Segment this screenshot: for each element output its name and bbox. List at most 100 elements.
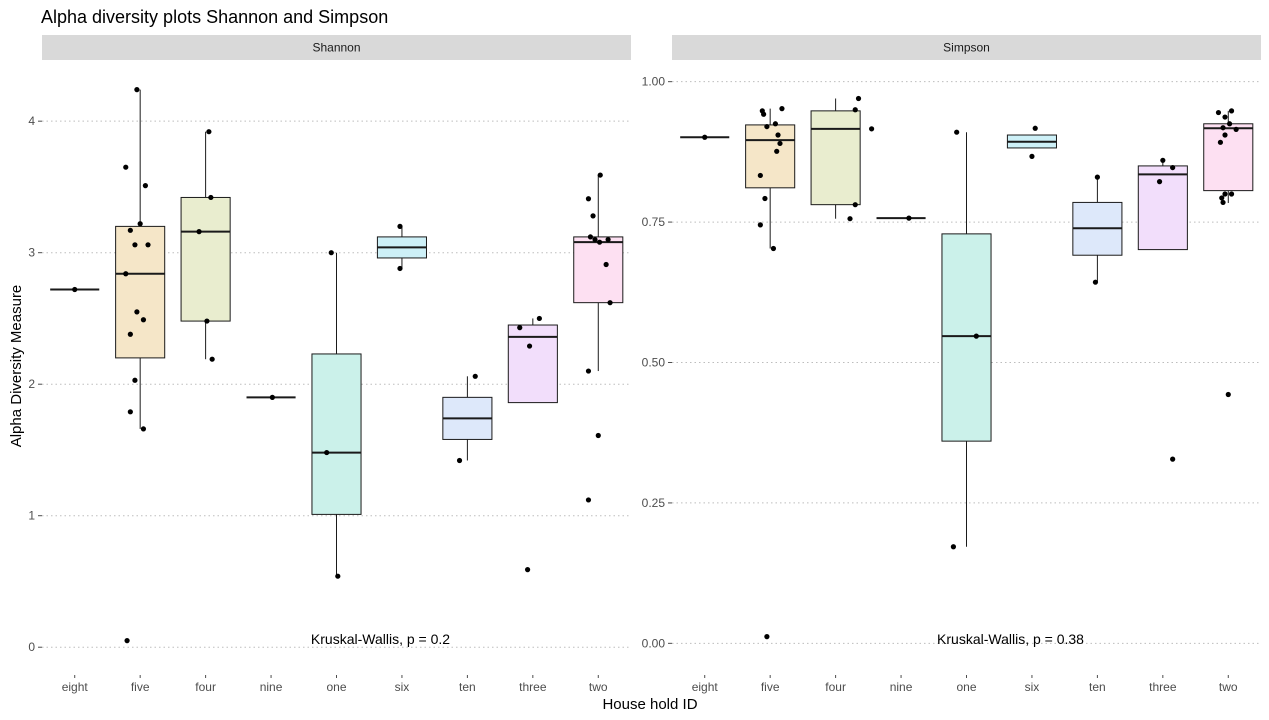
data-point-five xyxy=(137,221,143,227)
x-tick-label: three xyxy=(519,680,547,694)
data-point-five xyxy=(757,172,763,179)
y-tick-label: 0.75 xyxy=(642,215,666,229)
data-point-two xyxy=(585,196,592,202)
data-point-five xyxy=(761,111,767,117)
x-tick-label: five xyxy=(761,680,780,694)
data-point-ten xyxy=(1092,279,1099,285)
x-axis-title: House hold ID xyxy=(602,696,697,713)
data-point-two xyxy=(587,234,594,240)
box-six xyxy=(376,226,427,269)
data-point-four xyxy=(204,318,210,324)
facet-strip xyxy=(42,35,631,60)
data-point-two xyxy=(1215,109,1222,116)
kruskal-wallis-annotation: Kruskal-Wallis, p = 0.2 xyxy=(311,631,450,647)
data-point-two xyxy=(1225,391,1231,398)
y-tick-label: 0.50 xyxy=(642,356,666,370)
y-tick-label: 3 xyxy=(28,246,35,260)
box-body xyxy=(1137,165,1188,251)
data-point-four xyxy=(869,126,875,132)
data-point-two xyxy=(1222,132,1228,138)
data-point-four xyxy=(196,229,202,235)
data-point-four xyxy=(208,194,214,201)
x-tick-label: ten xyxy=(459,680,476,694)
facet-strip-label: Simpson xyxy=(943,41,990,55)
data-point-ten xyxy=(456,457,463,464)
x-tick-label: eight xyxy=(62,680,89,694)
data-point-five xyxy=(757,222,763,228)
data-point-two xyxy=(1228,191,1235,197)
box-five xyxy=(745,108,796,249)
box-two xyxy=(1203,110,1254,203)
facet-strip-label: Shannon xyxy=(312,41,360,55)
data-point-five xyxy=(779,106,785,112)
data-point-five xyxy=(134,87,140,93)
box-body xyxy=(1203,123,1254,192)
x-tick-label: nine xyxy=(890,680,913,694)
data-point-two xyxy=(603,261,609,268)
data-point-four xyxy=(855,95,862,102)
y-tick-label: 0.00 xyxy=(642,636,666,650)
box-one xyxy=(941,132,992,547)
data-point-four xyxy=(209,356,215,362)
data-point-ten xyxy=(1094,174,1100,180)
data-point-one xyxy=(335,573,341,579)
data-point-one xyxy=(328,250,334,256)
data-point-two xyxy=(1220,199,1226,206)
data-point-four xyxy=(852,107,858,113)
box-body xyxy=(311,353,362,515)
box-body xyxy=(745,124,796,189)
x-tick-label: one xyxy=(956,680,976,694)
x-tick-label: three xyxy=(1149,680,1177,694)
data-point-two xyxy=(1220,125,1226,131)
data-point-nine xyxy=(906,215,912,221)
y-axis-title: Alpha Diversity Measure xyxy=(8,285,25,448)
data-point-two xyxy=(1228,108,1235,114)
box-ten xyxy=(442,376,493,461)
data-point-one xyxy=(973,333,979,339)
y-tick-label: 1.00 xyxy=(642,75,666,89)
box-three xyxy=(507,318,558,404)
data-point-five xyxy=(764,123,770,130)
data-point-six xyxy=(1029,153,1035,159)
data-point-five xyxy=(134,309,140,315)
data-point-five xyxy=(127,331,133,337)
box-body xyxy=(573,236,624,304)
x-tick-label: five xyxy=(131,680,150,694)
y-tick-label: 4 xyxy=(28,114,35,128)
data-point-two xyxy=(1226,121,1233,127)
box-body xyxy=(180,196,231,322)
data-point-two xyxy=(1217,139,1224,145)
data-point-one xyxy=(954,129,960,135)
kruskal-wallis-annotation: Kruskal-Wallis, p = 0.38 xyxy=(937,631,1084,647)
data-point-two xyxy=(585,368,592,374)
data-point-five xyxy=(142,183,149,189)
data-point-two xyxy=(590,213,596,219)
data-point-six xyxy=(397,223,403,229)
x-tick-label: eight xyxy=(692,680,719,694)
box-ten xyxy=(1072,177,1123,283)
data-point-two xyxy=(597,172,603,178)
data-point-nine xyxy=(269,394,275,400)
data-point-five xyxy=(123,271,129,277)
y-tick-label: 0.25 xyxy=(642,496,666,510)
data-point-one xyxy=(950,544,957,550)
x-tick-label: four xyxy=(825,680,846,694)
data-point-three xyxy=(524,567,531,573)
data-point-two xyxy=(607,300,613,306)
data-point-four xyxy=(206,129,212,135)
box-five xyxy=(115,89,166,429)
x-tick-label: nine xyxy=(260,680,283,694)
y-tick-label: 1 xyxy=(28,509,35,523)
data-point-four xyxy=(847,216,853,222)
facet-strip xyxy=(672,35,1261,60)
x-tick-label: one xyxy=(326,680,346,694)
panel-simpson: Simpson 0.00 0.25 0.50 0.75 1.00 eight five four… xyxy=(642,35,1261,694)
data-point-five xyxy=(145,242,151,248)
data-point-five xyxy=(123,164,129,170)
x-tick-label: two xyxy=(1219,680,1238,694)
data-point-five xyxy=(777,140,783,147)
x-tick-label: six xyxy=(1025,680,1040,694)
panel-shannon: Shannon 0 1 2 3 4 eight five four nine one six ten th… xyxy=(28,35,631,694)
